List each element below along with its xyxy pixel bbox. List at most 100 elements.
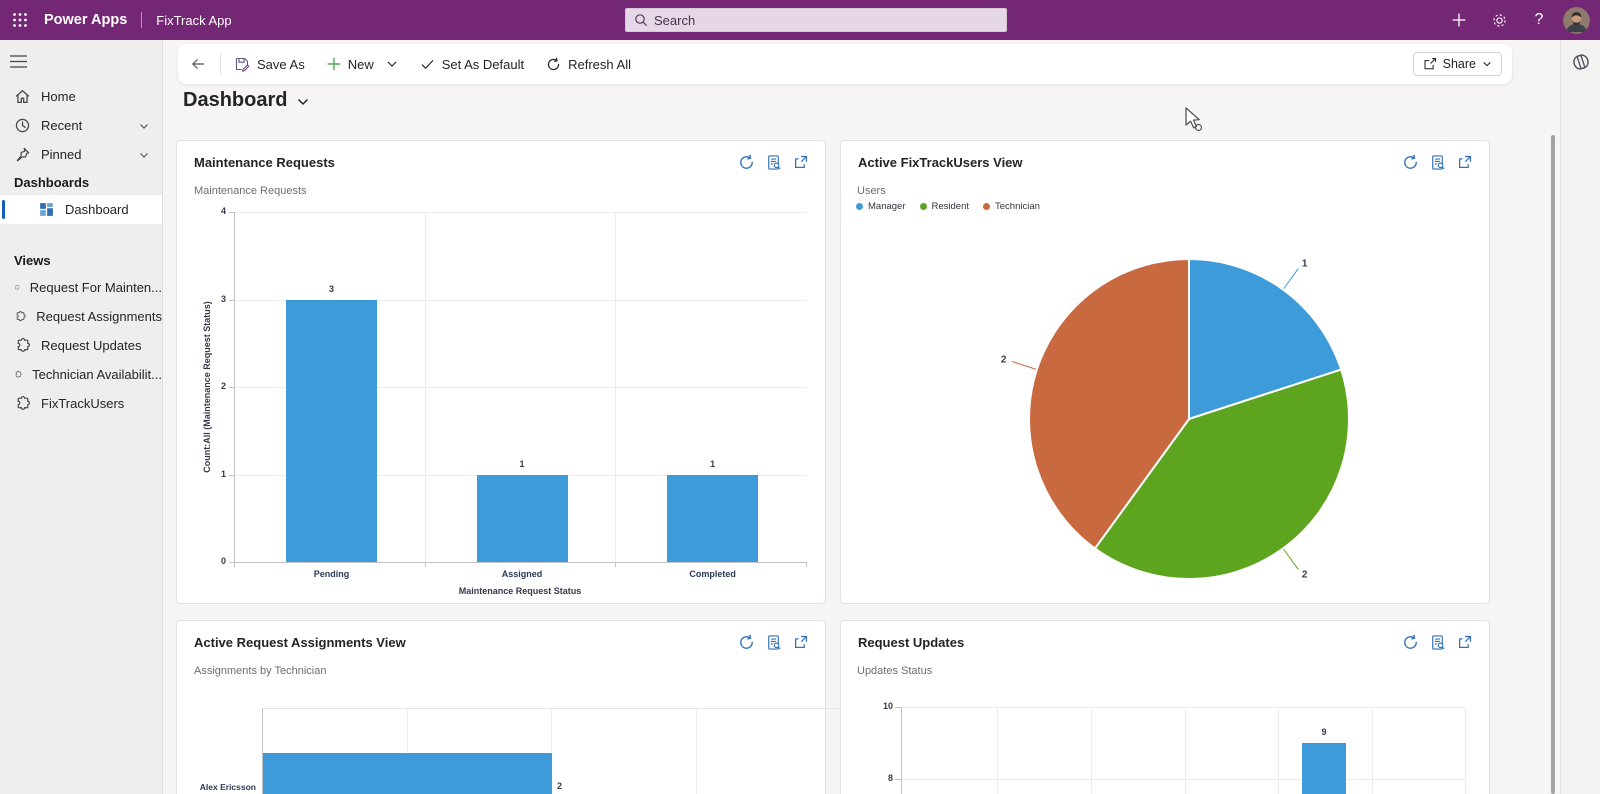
vertical-scrollbar[interactable] [1551,135,1555,794]
chevron-down-icon [140,152,148,158]
hamburger-menu-icon[interactable] [10,50,38,72]
bar-alex-ericsson[interactable] [263,753,552,794]
users-pie-svg: 1 2 2 [1001,257,1350,580]
pie-slice-resident[interactable] [1093,368,1350,580]
y-axis-line [262,708,263,794]
view-records-icon[interactable] [1429,634,1446,651]
bar-value-9[interactable] [1302,743,1346,794]
chart-area-assignments-by-technician: 2 Alex Ericsson [177,621,989,794]
v-gridline [406,708,408,794]
y-tick-label: 2 [220,381,226,391]
refresh-chart-icon[interactable] [738,634,755,651]
panel-header: Request Updates [841,621,1489,651]
sidebar-item-label: Request Assignments [36,309,162,324]
y-axis-line [901,707,902,794]
popout-icon[interactable] [792,154,809,171]
bar-pending[interactable] [286,299,377,562]
panel-maintenance-requests: Maintenance Requests Maintenance Request… [176,140,826,604]
chart-area-maintenance-requests: 0 1 2 3 4 3 Pending 1 Assigned 1 Completed Count:Al… [177,141,827,605]
chart-title: Users [857,185,886,197]
set-as-default-button[interactable]: Set As Default [409,44,535,84]
sidebar-item-label: Request Updates [41,338,142,353]
sidebar-item-dashboard[interactable]: Dashboard [0,195,162,224]
app-name[interactable]: FixTrack App [156,12,232,28]
v-gridline [424,212,426,562]
copilot-glyph [1572,54,1589,70]
view-records-icon[interactable] [1429,154,1446,171]
new-button[interactable]: New [316,44,409,84]
v-gridline [1278,707,1279,794]
chevron-down-icon [387,61,397,67]
bar-assigned[interactable] [476,474,568,562]
refresh-icon [547,57,560,70]
pie-slice-technician[interactable] [1028,257,1190,550]
legend-item-manager[interactable]: Manager [856,201,906,212]
settings-button[interactable] [1479,0,1519,40]
refresh-all-label: Refresh All [568,56,631,72]
page-title-row[interactable]: Dashboard [183,89,310,112]
refresh-chart-icon[interactable] [1402,154,1419,171]
panel-header: Active Request Assignments View [177,621,825,651]
y-category-label: Alex Ericsson [199,782,256,792]
sidebar-sections: Dashboards Dashboard Views Request For Main… [0,169,162,418]
refresh-chart-icon[interactable] [738,154,755,171]
v-gridline [997,707,998,794]
popout-icon[interactable] [792,634,809,651]
chart-area-updates-status: 10 8 9 [841,621,1491,794]
pie-value-label: 2 [1302,569,1308,580]
legend-item-resident[interactable]: Resident [919,201,969,212]
right-side-rail [1560,40,1600,794]
x-axis-title: Maintenance Request Status [458,586,582,596]
pin-icon [16,147,30,162]
pie-leader-line [1011,361,1037,370]
hamburger-lines [10,54,27,68]
pie-slice-manager[interactable] [1188,257,1343,421]
sidebar-item-technician-availabilit[interactable]: Technician Availabilit... [0,360,162,389]
user-avatar[interactable] [1563,6,1590,34]
search-box[interactable] [625,8,1007,32]
v-gridline [695,708,697,794]
table-puzzle-icon [16,311,26,322]
waffle-menu-icon[interactable] [0,0,40,40]
sidebar-item-recent[interactable]: Recent [0,111,162,140]
table-puzzle-icon [17,396,30,410]
home-icon [15,90,30,103]
x-axis-line [234,562,806,563]
back-button[interactable] [178,44,218,84]
copilot-icon[interactable] [1569,50,1593,74]
bar-completed[interactable] [667,474,759,562]
brand-power-apps[interactable]: Power Apps [44,12,128,28]
page-title: Dashboard [183,89,288,111]
check-icon [421,59,433,69]
pie-legend: Manager Resident Technician [856,201,1040,212]
avatar-photo [1563,6,1590,34]
sidebar-item-request-updates[interactable]: Request Updates [0,331,162,360]
share-button[interactable]: Share [1412,52,1502,76]
legend-item-technician[interactable]: Technician [983,201,1040,212]
search-input[interactable] [654,12,998,28]
add-button[interactable] [1439,0,1479,40]
panel-actions [1402,154,1473,171]
sidebar-item-fixtrackusers[interactable]: FixTrackUsers [0,389,162,418]
sidebar-item-home[interactable]: Home [0,82,162,111]
popout-icon[interactable] [1456,154,1473,171]
refresh-all-button[interactable]: Refresh All [535,44,642,84]
refresh-chart-icon[interactable] [1402,634,1419,651]
legend-dot [919,203,927,210]
sidebar-item-pinned[interactable]: Pinned [0,140,162,169]
pie-leader-line [1283,548,1299,570]
sidebar-section-views: Views [14,253,51,268]
pie-leader-line [1283,268,1299,290]
v-gridline [1465,707,1466,794]
sidebar-item-label: Recent [41,118,83,133]
save-as-button[interactable]: Save As [223,44,316,84]
view-records-icon[interactable] [765,634,782,651]
v-gridline [1091,707,1092,794]
help-button[interactable]: ? [1519,0,1559,40]
sidebar-item-request-assignments[interactable]: Request Assignments [0,302,162,331]
save-as-icon [235,57,250,72]
view-records-icon[interactable] [765,154,782,171]
y-tick-label: 1 [220,468,226,479]
popout-icon[interactable] [1456,634,1473,651]
sidebar-item-request-for-mainten[interactable]: Request For Mainten... [0,273,162,302]
